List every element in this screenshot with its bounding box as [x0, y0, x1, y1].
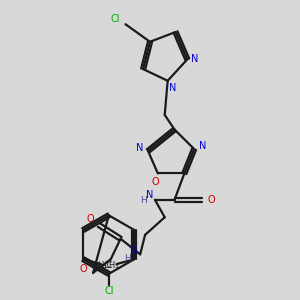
Text: Cl: Cl — [111, 14, 120, 24]
Text: H₃C: H₃C — [97, 261, 112, 270]
Text: O: O — [86, 214, 94, 224]
Text: Cl: Cl — [104, 286, 113, 296]
Text: N: N — [199, 141, 207, 151]
Text: O: O — [207, 195, 215, 205]
Text: O: O — [151, 177, 159, 187]
Text: N: N — [169, 82, 176, 93]
Text: O: O — [80, 264, 87, 274]
Text: H: H — [140, 196, 146, 205]
Text: H: H — [124, 254, 131, 263]
Text: N: N — [146, 190, 154, 200]
Text: N: N — [130, 246, 137, 256]
Text: N: N — [191, 54, 199, 64]
Text: CH₃: CH₃ — [103, 261, 118, 270]
Text: N: N — [136, 143, 143, 153]
